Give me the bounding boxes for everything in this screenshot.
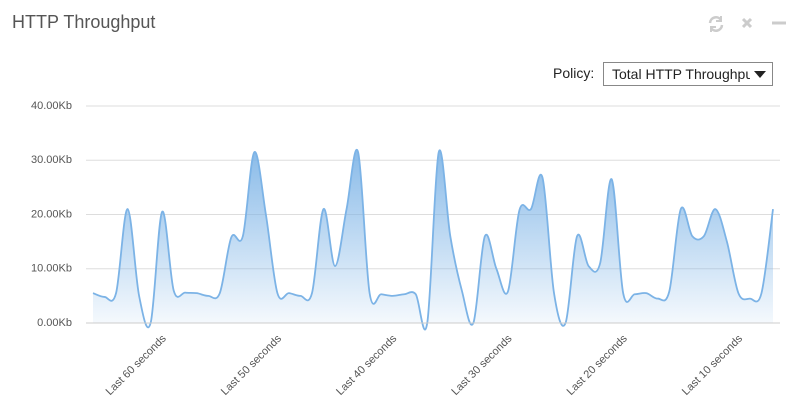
policy-label: Policy: <box>553 65 595 81</box>
x-tick-label: Last 10 seconds <box>680 332 745 397</box>
policy-select[interactable]: Total HTTP Throughput <box>603 62 773 86</box>
widget-title: HTTP Throughput <box>12 12 156 32</box>
x-tick-label: Last 30 seconds <box>449 332 514 397</box>
refresh-icon[interactable] <box>708 16 724 32</box>
chart: 0.00Kb 10.00Kb 20.00Kb 30.00Kb 40.00Kb Last 6… <box>31 100 780 398</box>
policy-value: Total HTTP Throughput <box>612 66 750 82</box>
close-icon[interactable] <box>741 17 753 29</box>
x-tick-label: Last 50 seconds <box>219 332 284 397</box>
dropdown-arrow <box>754 71 766 78</box>
y-tick-label: 10.00Kb <box>31 263 72 275</box>
x-tick-label: Last 40 seconds <box>334 332 399 397</box>
widget-icons <box>708 16 786 32</box>
x-tick-label: Last 20 seconds <box>565 332 630 397</box>
y-tick-label: 20.00Kb <box>31 208 72 220</box>
y-tick-label: 0.00Kb <box>37 317 72 329</box>
y-tick-label: 30.00Kb <box>31 154 72 166</box>
x-tick-label: Last 60 seconds <box>104 332 169 397</box>
line <box>92 148 774 331</box>
y-tick-label: 40.00Kb <box>31 100 72 112</box>
